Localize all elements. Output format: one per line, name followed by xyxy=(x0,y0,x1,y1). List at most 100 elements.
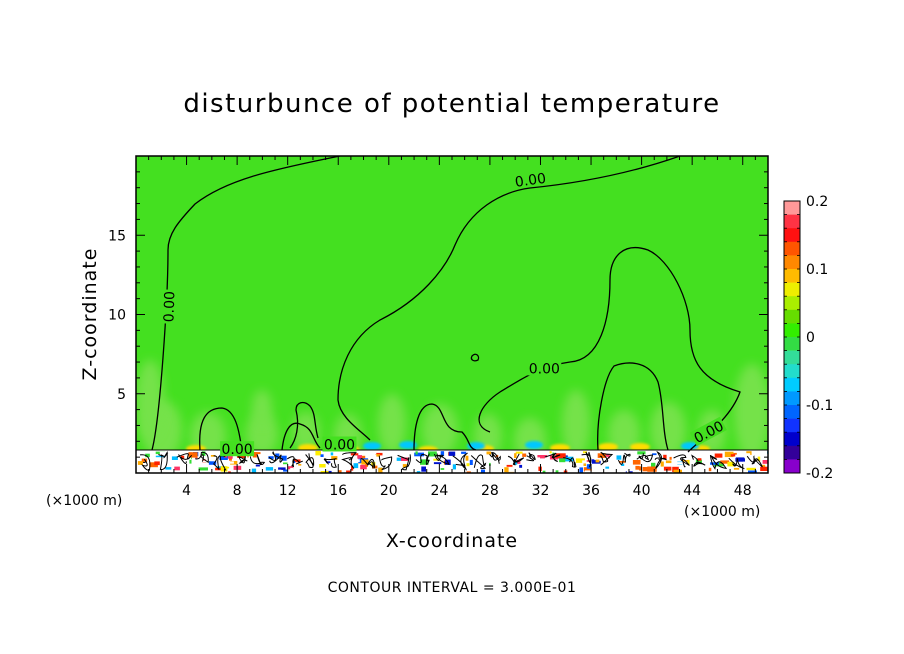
colorbar-swatch xyxy=(784,309,800,324)
turbulence-contour xyxy=(709,454,728,470)
turbulence-cell xyxy=(421,466,426,472)
turbulence-cell xyxy=(575,458,585,463)
colorbar-swatch xyxy=(784,269,800,283)
turbulence-cell xyxy=(537,455,548,458)
turbulence-cell xyxy=(320,471,329,473)
turbulence-cell xyxy=(427,469,430,473)
turbulence-cell xyxy=(262,462,267,464)
turbulence-cell xyxy=(246,465,252,470)
turbulence-cell xyxy=(290,467,294,471)
turbulence-cell xyxy=(229,461,234,464)
turbulence-cell xyxy=(515,451,523,454)
turbulence-cell xyxy=(171,456,178,460)
turbulence-cell xyxy=(746,451,752,455)
turbulence-cell xyxy=(402,464,407,468)
turbulence-cell xyxy=(714,462,724,467)
turbulence-cell xyxy=(219,454,228,460)
turbulence-cell xyxy=(298,464,302,466)
turbulence-contour xyxy=(654,450,667,470)
turbulence-contour xyxy=(544,452,561,462)
turbulence-cell xyxy=(559,458,566,463)
turbulence-contour xyxy=(507,453,525,466)
turbulence-cell xyxy=(265,467,274,471)
turbulence-contour xyxy=(563,457,577,468)
turbulence-cell xyxy=(251,452,261,455)
turbulence-cell xyxy=(570,464,578,468)
shade-spot xyxy=(681,442,699,450)
turbulence-cell xyxy=(353,459,360,463)
turbulence-cell xyxy=(679,467,683,470)
colorbar-swatch xyxy=(784,377,800,392)
turbulence-cell xyxy=(605,453,610,459)
zero-contour xyxy=(281,422,321,451)
colorbar-swatch xyxy=(784,445,800,460)
turbulence-cell xyxy=(635,465,640,470)
turbulence-cell xyxy=(632,460,641,465)
contour-label-text: 0.00 xyxy=(324,438,355,454)
contour-label-bg xyxy=(527,360,562,376)
turbulence-cell xyxy=(185,463,195,469)
turbulence-cell xyxy=(595,459,600,463)
x-tick-label: 40 xyxy=(633,483,651,499)
turbulence-cell xyxy=(691,460,694,462)
contour-interval-note: CONTOUR INTERVAL = 3.000E-01 xyxy=(328,580,577,596)
contour-label-bg xyxy=(512,169,549,190)
turbulence-cell xyxy=(572,453,581,457)
turbulence-contour xyxy=(581,451,592,468)
turbulence-cell xyxy=(416,471,421,473)
shade-blob xyxy=(422,404,458,456)
turbulence-cell xyxy=(594,456,605,461)
zero-contour xyxy=(478,247,741,453)
turbulence-cell xyxy=(281,455,287,461)
turbulence-contour xyxy=(305,453,315,469)
turbulence-cell xyxy=(433,458,439,461)
chart-title: disturbunce of potential temperature xyxy=(183,89,720,119)
shade-spot xyxy=(630,443,650,451)
colorbar-swatch xyxy=(784,201,800,215)
turbulence-cell xyxy=(639,466,642,471)
colorbar-swatch xyxy=(784,214,800,229)
colorbar-swatch xyxy=(784,391,800,406)
turbulence-cell xyxy=(708,467,712,472)
surface-turbulence-layer xyxy=(136,449,768,473)
contour-label: 0.00 xyxy=(220,441,255,458)
contour-label: 0.00 xyxy=(512,169,549,191)
turbulence-cell xyxy=(293,464,298,470)
turbulence-cell xyxy=(228,471,231,473)
turbulence-cell xyxy=(660,461,664,467)
turbulence-cell xyxy=(202,451,206,456)
turbulence-cell xyxy=(605,466,610,469)
colorbar-swatch xyxy=(784,255,800,270)
turbulence-cell xyxy=(210,455,216,457)
turbulence-cell xyxy=(466,471,471,473)
turbulence-cell xyxy=(663,454,667,460)
turbulence-cell xyxy=(757,456,761,462)
turbulence-cell xyxy=(360,464,367,470)
turbulence-cell xyxy=(669,456,672,460)
turbulence-cell xyxy=(744,453,751,459)
turbulence-cell xyxy=(330,452,334,456)
turbulence-cell xyxy=(555,453,566,459)
zero-contour xyxy=(199,407,243,451)
turbulence-cell xyxy=(220,466,228,472)
contour-label-text: 0.00 xyxy=(514,171,547,191)
turbulence-cell xyxy=(198,467,208,471)
turbulence-cell xyxy=(255,464,260,467)
turbulence-contour xyxy=(433,453,450,466)
zero-contour xyxy=(470,353,480,362)
colorbar-swatch xyxy=(784,241,800,256)
turbulence-cell xyxy=(226,456,233,459)
turbulence-cell xyxy=(727,461,735,467)
colorbar-swatch xyxy=(784,405,800,419)
turbulence-cell xyxy=(365,463,368,467)
turbulence-cell xyxy=(315,451,321,456)
turbulence-cell xyxy=(714,453,723,458)
turbulence-cell xyxy=(181,455,185,460)
turbulence-cell xyxy=(400,457,409,461)
turbulence-cell xyxy=(331,463,335,468)
turbulence-cell xyxy=(215,467,225,471)
colorbar-label: -0.1 xyxy=(806,398,833,414)
turbulence-cell xyxy=(307,471,314,473)
turbulence-cell xyxy=(375,454,380,457)
turbulence-cell xyxy=(637,451,646,455)
